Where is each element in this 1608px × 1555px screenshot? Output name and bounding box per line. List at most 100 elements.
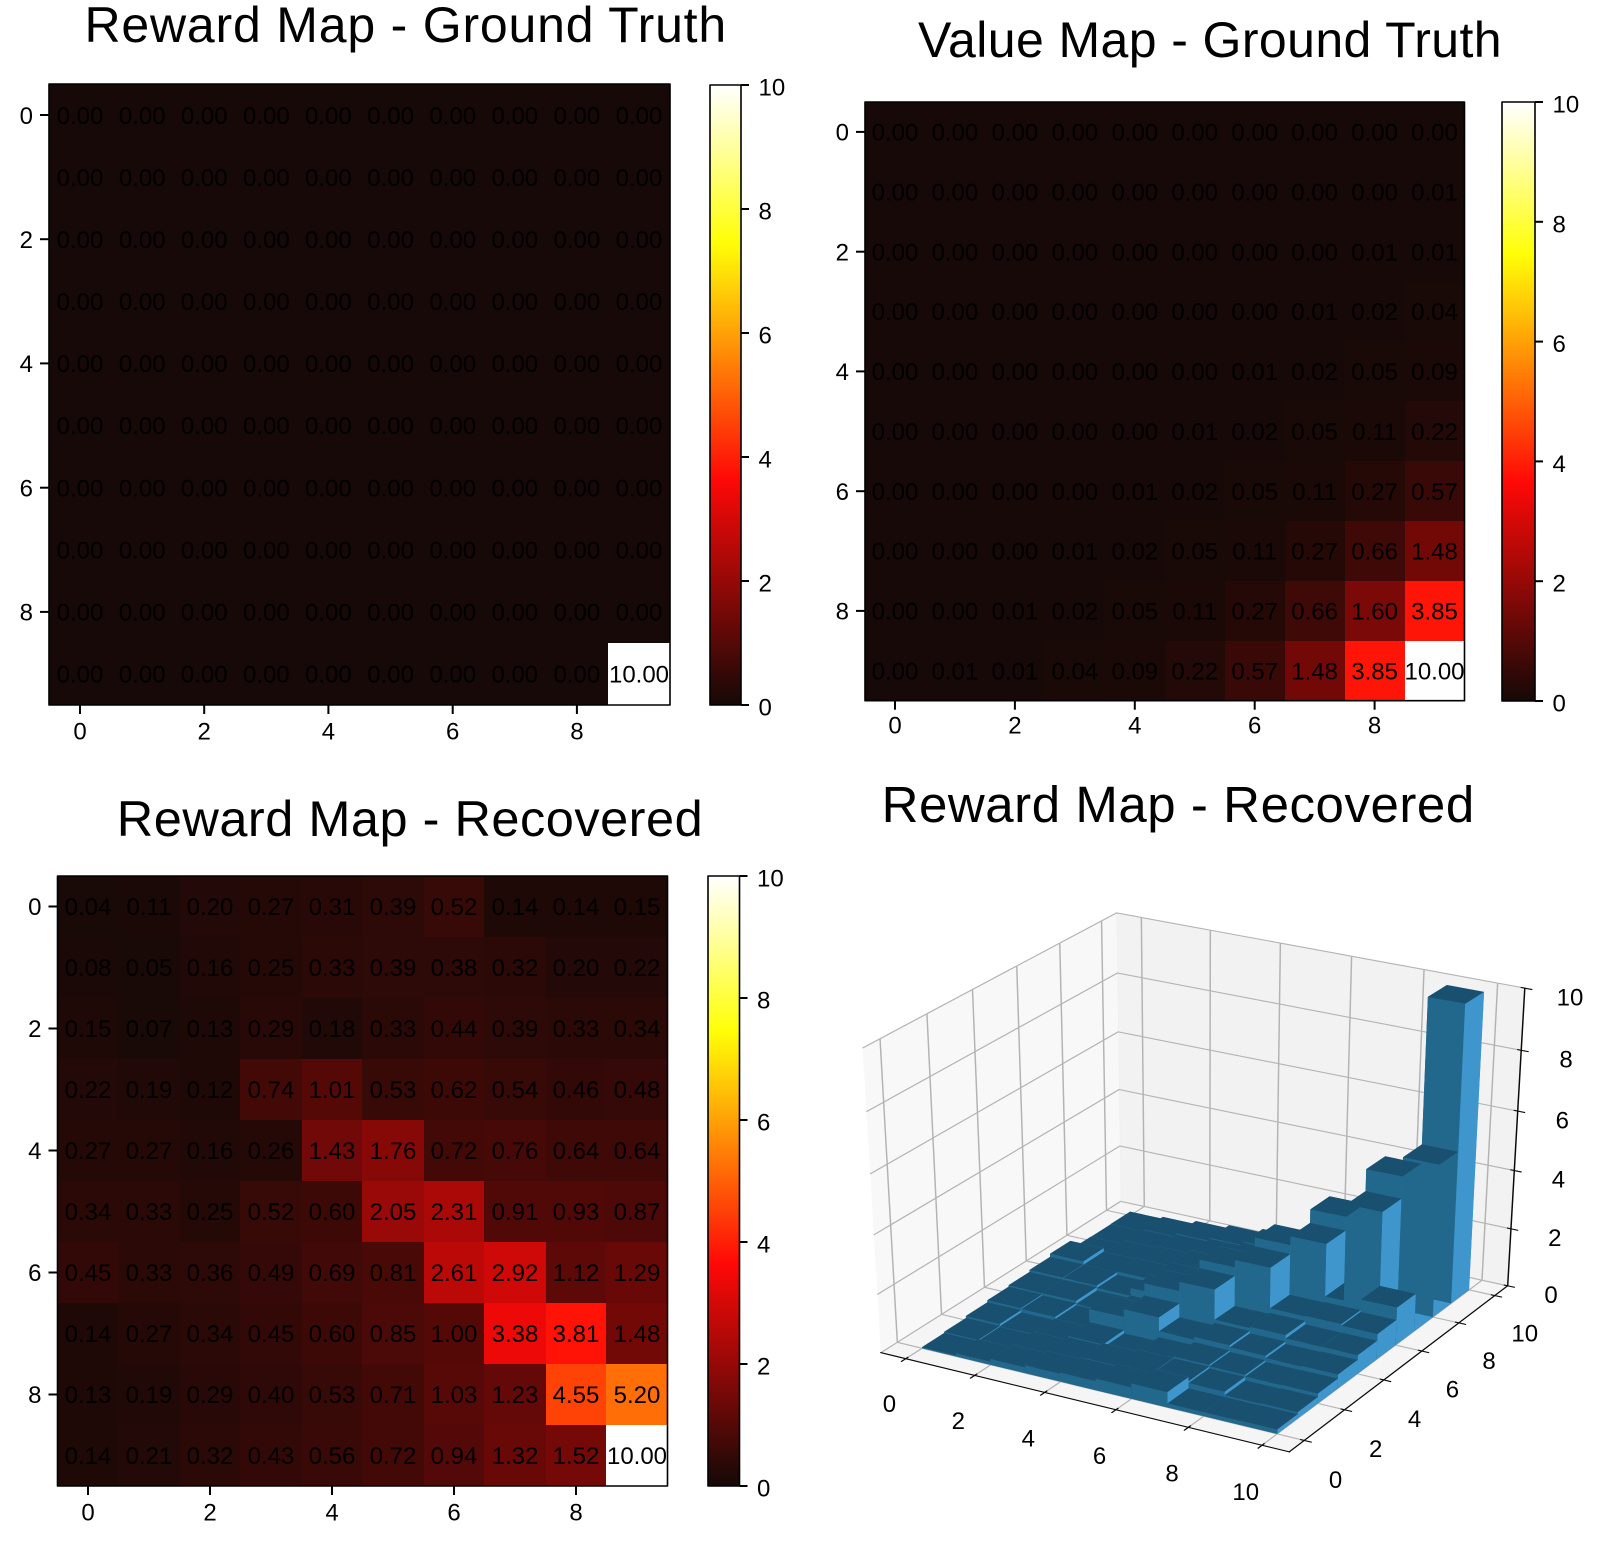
svg-text:0.05: 0.05 [1291,419,1338,446]
svg-text:0.20: 0.20 [187,894,234,921]
svg-text:0.00: 0.00 [1171,120,1218,147]
svg-text:0.02: 0.02 [1051,599,1098,626]
svg-text:0.33: 0.33 [126,1199,173,1226]
svg-text:2: 2 [836,239,849,266]
svg-text:0.00: 0.00 [367,475,414,502]
svg-text:4.55: 4.55 [553,1382,600,1409]
svg-text:2: 2 [759,571,772,598]
svg-text:10.00: 10.00 [1404,659,1464,686]
svg-text:0.00: 0.00 [367,289,414,316]
svg-text:6: 6 [757,1110,770,1137]
svg-text:1.76: 1.76 [370,1138,417,1165]
svg-text:0.14: 0.14 [65,1321,112,1348]
svg-text:8: 8 [20,600,33,627]
svg-text:1.03: 1.03 [431,1382,478,1409]
svg-text:0.00: 0.00 [616,165,663,192]
svg-text:0.00: 0.00 [1291,120,1338,147]
svg-text:0.93: 0.93 [553,1199,600,1226]
svg-text:10: 10 [1557,985,1584,1012]
svg-text:0.00: 0.00 [1051,419,1098,446]
svg-text:0.00: 0.00 [1051,479,1098,506]
svg-text:1.32: 1.32 [492,1443,539,1470]
svg-text:0.19: 0.19 [126,1382,173,1409]
svg-text:0.27: 0.27 [1231,599,1278,626]
svg-text:0: 0 [1544,1282,1557,1309]
svg-text:0.16: 0.16 [187,955,234,982]
svg-text:6: 6 [759,323,772,350]
svg-text:4: 4 [836,359,849,386]
svg-text:0.25: 0.25 [187,1199,234,1226]
svg-text:10.00: 10.00 [607,1443,667,1470]
svg-text:0: 0 [1329,1467,1342,1494]
svg-text:0.00: 0.00 [119,600,166,627]
svg-text:0.00: 0.00 [57,538,104,565]
svg-text:4: 4 [759,447,772,474]
svg-text:6: 6 [28,1260,41,1287]
svg-text:0: 0 [20,103,33,130]
svg-text:5.20: 5.20 [614,1382,661,1409]
svg-text:0.09: 0.09 [1111,659,1158,686]
svg-text:0.00: 0.00 [992,180,1039,207]
svg-text:2: 2 [203,1500,216,1527]
svg-text:1.43: 1.43 [309,1138,356,1165]
svg-text:2: 2 [1008,713,1021,740]
svg-text:0.66: 0.66 [1351,539,1398,566]
svg-text:0.00: 0.00 [57,475,104,502]
svg-text:0.00: 0.00 [554,103,601,130]
svg-text:0.00: 0.00 [305,413,352,440]
svg-text:0.00: 0.00 [429,662,476,689]
svg-text:0.48: 0.48 [614,1077,661,1104]
svg-text:1.29: 1.29 [614,1260,661,1287]
svg-text:0.00: 0.00 [1051,180,1098,207]
svg-text:0.00: 0.00 [181,289,228,316]
svg-text:0.04: 0.04 [65,894,112,921]
svg-text:0.00: 0.00 [616,413,663,440]
svg-text:0.00: 0.00 [554,289,601,316]
svg-text:0.39: 0.39 [370,894,417,921]
svg-text:0.00: 0.00 [243,103,290,130]
svg-text:0.00: 0.00 [872,599,919,626]
svg-text:0.13: 0.13 [187,1016,234,1043]
svg-text:0.22: 0.22 [65,1077,112,1104]
svg-text:0.00: 0.00 [1111,239,1158,266]
svg-text:0.00: 0.00 [872,299,919,326]
svg-text:0.27: 0.27 [126,1321,173,1348]
svg-text:0.00: 0.00 [119,351,166,378]
svg-text:3.85: 3.85 [1411,599,1458,626]
svg-text:0.00: 0.00 [1111,419,1158,446]
svg-text:0.21: 0.21 [126,1443,173,1470]
svg-text:0.00: 0.00 [367,103,414,130]
svg-text:0.57: 0.57 [1231,659,1278,686]
svg-text:0.00: 0.00 [181,227,228,254]
svg-text:0.00: 0.00 [992,120,1039,147]
svg-text:0.01: 0.01 [932,659,979,686]
svg-text:8: 8 [1165,1461,1178,1488]
svg-text:0.00: 0.00 [305,351,352,378]
svg-text:0.94: 0.94 [431,1443,478,1470]
svg-text:0.27: 0.27 [65,1138,112,1165]
svg-text:0: 0 [757,1476,770,1503]
svg-text:0: 0 [28,894,41,921]
svg-text:0.00: 0.00 [1291,180,1338,207]
svg-text:0.53: 0.53 [309,1382,356,1409]
svg-text:2: 2 [757,1354,770,1381]
svg-text:0.91: 0.91 [492,1199,539,1226]
svg-text:0.71: 0.71 [370,1382,417,1409]
svg-text:0.00: 0.00 [305,662,352,689]
svg-text:0.00: 0.00 [181,413,228,440]
svg-text:8: 8 [836,599,849,626]
svg-text:0.00: 0.00 [1051,299,1098,326]
svg-text:0.27: 0.27 [1291,539,1338,566]
svg-text:4: 4 [322,719,335,746]
svg-text:0.00: 0.00 [119,413,166,440]
svg-text:Value Map - Ground Truth: Value Map - Ground Truth [918,12,1502,68]
svg-text:0.01: 0.01 [1291,299,1338,326]
svg-text:4: 4 [28,1138,41,1165]
svg-text:0.00: 0.00 [554,351,601,378]
svg-text:0.22: 0.22 [1171,659,1218,686]
svg-text:0.00: 0.00 [119,475,166,502]
svg-text:1.52: 1.52 [553,1443,600,1470]
svg-text:0.00: 0.00 [367,600,414,627]
svg-text:0.00: 0.00 [932,539,979,566]
svg-text:0.00: 0.00 [491,103,538,130]
